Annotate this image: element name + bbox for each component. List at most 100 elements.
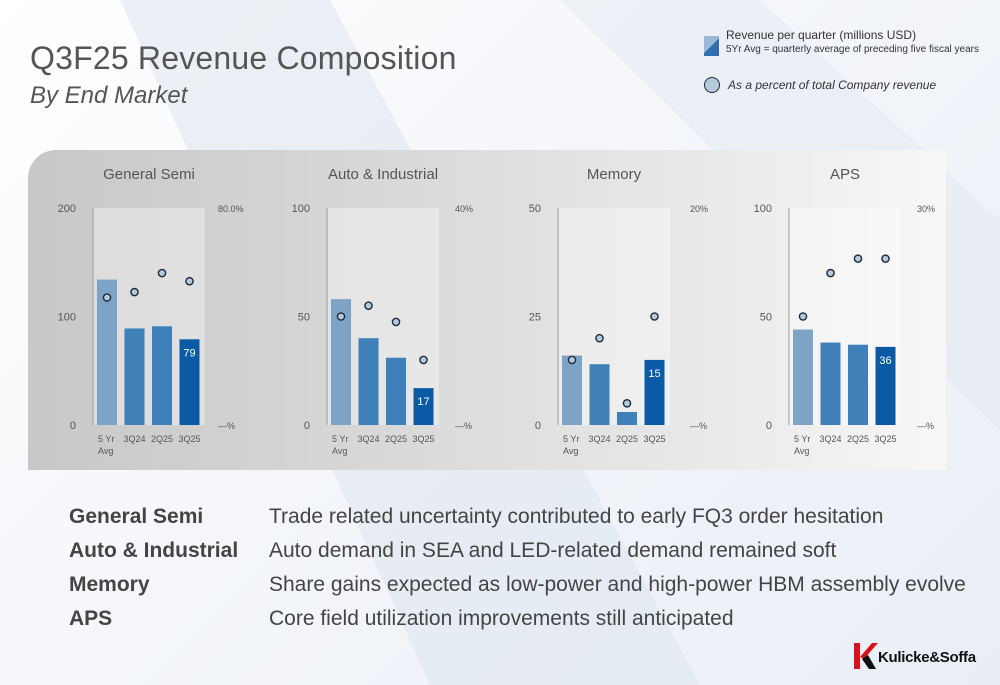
bar (152, 326, 172, 425)
bar (386, 357, 406, 425)
x-tick-label: 5 Yr (563, 434, 579, 444)
bar (644, 359, 665, 425)
y-tick-label: 0 (766, 420, 772, 432)
x-tick-label: Avg (563, 446, 578, 456)
x-tick-label: 2Q25 (847, 434, 869, 444)
percent-marker (798, 312, 808, 321)
x-tick-label: 2Q25 (151, 434, 173, 444)
percent-marker (419, 355, 428, 365)
percent-marker (650, 312, 659, 321)
commentary-item: APS Core field utilization improvements … (69, 607, 949, 641)
percent-marker (364, 301, 373, 310)
bar (413, 388, 434, 425)
percent-marker (130, 287, 139, 297)
chart-title: APS (830, 166, 860, 183)
y-tick-label: 50 (529, 203, 541, 215)
legend-revenue-note: 5Yr Avg = quarterly average of preceding… (726, 44, 980, 55)
bar (562, 355, 582, 425)
y-tick-label: 200 (58, 203, 76, 215)
x-tick-label: 3Q24 (357, 434, 379, 444)
commentary-item: Auto & Industrial Auto demand in SEA and… (69, 539, 949, 573)
chart-title: General Semi (103, 166, 195, 183)
legend-percent-label: As a percent of total Company revenue (728, 78, 937, 92)
bar (358, 338, 379, 425)
y-tick-label: 0 (304, 420, 310, 432)
x-tick-label: Avg (794, 446, 809, 456)
bar (331, 299, 351, 425)
kns-logo-mark-icon (854, 643, 878, 669)
pct-tick-label: —% (917, 421, 934, 431)
y-tick-label: 100 (58, 312, 76, 324)
bar (793, 329, 813, 425)
x-tick-label: Avg (332, 446, 347, 456)
x-tick-label: 5 Yr (794, 434, 810, 444)
bar (124, 328, 145, 425)
percent-marker (567, 355, 577, 365)
percent-marker-icon (704, 77, 720, 93)
y-tick-label: 50 (760, 312, 772, 324)
commentary-label: APS (69, 607, 113, 630)
percent-marker (157, 268, 167, 278)
pct-tick-label: 40% (455, 204, 473, 214)
y-tick-label: 100 (292, 203, 310, 215)
x-tick-label: 3Q25 (643, 434, 665, 444)
pct-tick-label: 80.0% (218, 204, 244, 214)
y-tick-label: 100 (754, 203, 772, 215)
commentary-label: Auto & Industrial (69, 539, 239, 562)
x-tick-label: 2Q25 (616, 434, 638, 444)
slide-title: Q3F25 Revenue Composition (30, 40, 457, 76)
company-logo: Kulicke&Soffa (852, 641, 992, 675)
percent-marker (391, 317, 401, 327)
chart-title: Memory (587, 166, 642, 183)
percent-marker (185, 276, 194, 286)
legend-revenue-label: Revenue per quarter (millions USD) (726, 28, 917, 42)
bar (589, 364, 610, 425)
x-tick-label: 5 Yr (332, 434, 348, 444)
bar (875, 346, 896, 425)
percent-marker (336, 312, 346, 321)
x-tick-label: 5 Yr (98, 434, 114, 444)
pct-tick-label: 20% (690, 204, 708, 214)
bar (179, 339, 200, 425)
bar (617, 411, 637, 425)
bar (848, 344, 868, 425)
slide-subtitle: By End Market (30, 82, 188, 109)
commentary-text: Trade related uncertainty contributed to… (269, 505, 884, 528)
commentary-text: Share gains expected as low-power and hi… (269, 573, 966, 596)
data-label: 17 (417, 396, 429, 408)
y-tick-label: 25 (529, 312, 541, 324)
x-tick-label: 3Q25 (874, 434, 896, 444)
data-label: 15 (648, 368, 660, 380)
pct-tick-label: 30% (917, 204, 935, 214)
x-tick-label: Avg (98, 446, 113, 456)
pct-tick-label: —% (690, 421, 707, 431)
x-tick-label: 2Q25 (385, 434, 407, 444)
commentary-label: General Semi (69, 505, 204, 528)
percent-marker (622, 398, 632, 408)
commentary-label: Memory (69, 573, 150, 596)
percent-marker (881, 254, 890, 263)
percent-marker (853, 254, 863, 263)
x-tick-label: 3Q24 (123, 434, 145, 444)
data-label: 79 (183, 347, 195, 359)
bar (97, 279, 117, 425)
x-tick-label: 3Q25 (178, 434, 200, 444)
revenue-swatch-icon (704, 36, 719, 56)
commentary-text: Core field utilization improvements stil… (269, 607, 734, 630)
pct-tick-label: —% (455, 421, 472, 431)
percent-marker (826, 268, 835, 278)
percent-marker (102, 293, 112, 302)
company-name: Kulicke&Soffa (878, 649, 976, 666)
commentary-item: Memory Share gains expected as low-power… (69, 573, 966, 607)
commentary-item: General Semi Trade related uncertainty c… (69, 505, 949, 539)
x-tick-label: 3Q24 (819, 434, 841, 444)
y-tick-label: 0 (70, 420, 76, 432)
bar (820, 342, 841, 425)
percent-marker (595, 333, 604, 343)
pct-tick-label: —% (218, 421, 235, 431)
x-tick-label: 3Q25 (412, 434, 434, 444)
commentary-text: Auto demand in SEA and LED-related deman… (269, 539, 837, 562)
y-tick-label: 0 (535, 420, 541, 432)
chart-title: Auto & Industrial (328, 166, 438, 183)
